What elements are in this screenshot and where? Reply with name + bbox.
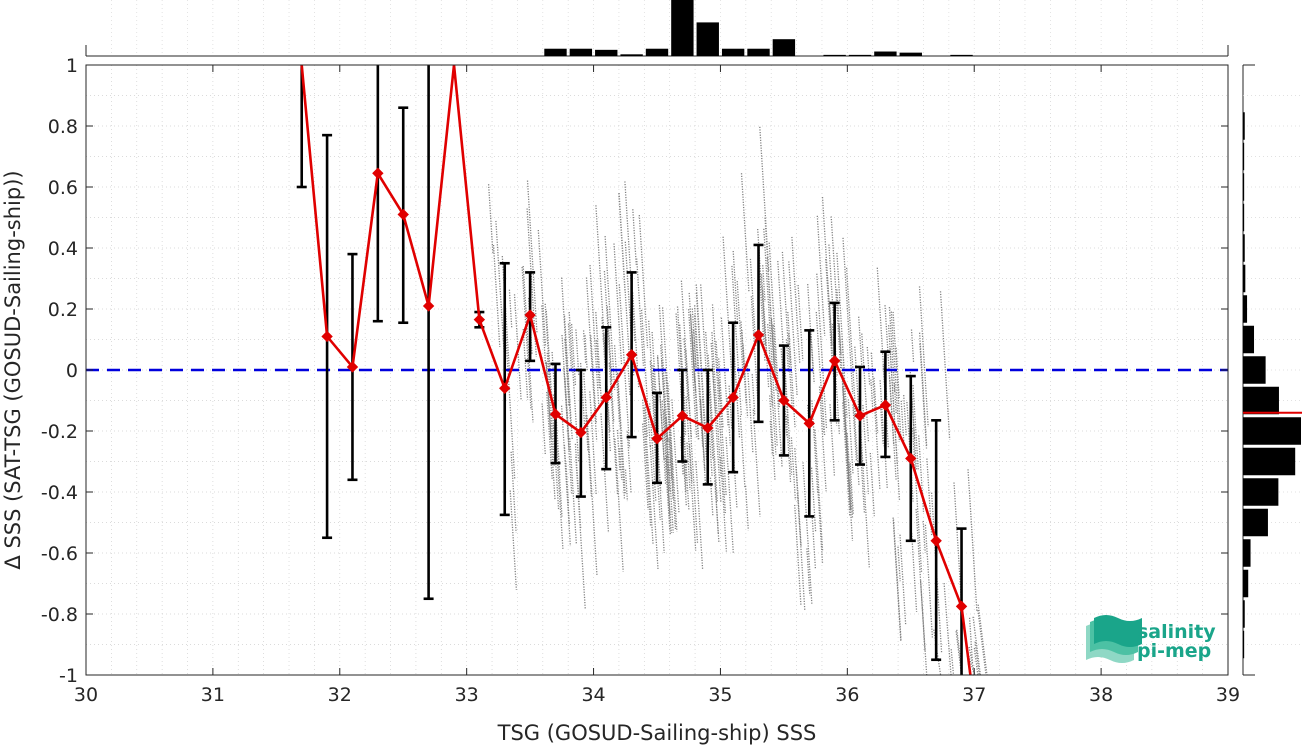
x-tick-label: 35 — [708, 684, 732, 706]
y-tick-label: -0.6 — [41, 543, 78, 565]
mean-marker — [702, 422, 714, 434]
x-tick-label: 36 — [835, 684, 859, 706]
top-histogram — [85, 0, 1229, 57]
mean-marker — [905, 452, 917, 465]
x-tick-label: 31 — [201, 684, 225, 706]
mean-polyline — [300, 64, 972, 676]
mean-marker — [752, 329, 765, 341]
salinity-pimep-logo: salinity pi-mep — [1086, 615, 1216, 663]
mean-marker — [651, 432, 663, 445]
right-hist-bar — [1243, 508, 1268, 537]
logo-line2: pi-mep — [1137, 640, 1211, 662]
mean-marker — [575, 426, 587, 439]
y-tick-label: 0 — [66, 360, 78, 382]
right-hist-bar — [1243, 630, 1245, 659]
top-hist-grid — [111, 0, 1203, 56]
x-tick-label: 34 — [581, 684, 605, 706]
top-hist-bar — [848, 54, 872, 56]
mean-marker — [524, 309, 536, 321]
scatter-streaks — [487, 126, 988, 676]
y-tick-label: -1 — [59, 665, 78, 687]
mean-marker — [955, 600, 968, 613]
right-hist-bar — [1243, 295, 1248, 323]
y-ticks: 1 0.8 0.6 0.4 0.2 0 -0.2 -0.4 -0.6 -0.8 -1 — [41, 55, 1228, 687]
top-hist-bar — [645, 48, 669, 56]
mean-marker — [600, 391, 612, 404]
mean-marker — [854, 410, 866, 422]
x-ticks: 30 31 32 33 34 35 36 37 38 39 — [74, 65, 1240, 706]
y-axis-label: Δ SSS (SAT-TSG (GOSUD-Sailing-ship)) — [1, 170, 25, 569]
x-tick-label: 30 — [74, 684, 98, 706]
right-hist-bar — [1243, 173, 1245, 201]
right-hist-bars — [1243, 112, 1302, 659]
mean-marker — [397, 208, 409, 221]
top-hist-bar — [823, 54, 846, 56]
mean-marker — [930, 535, 942, 547]
x-tick-label: 38 — [1089, 684, 1113, 706]
right-hist-bar — [1243, 112, 1245, 140]
top-hist-bar — [950, 54, 973, 56]
top-hist-bar — [544, 48, 567, 56]
logo-line1: salinity — [1137, 621, 1216, 643]
top-hist-bar — [747, 48, 770, 56]
mean-marker — [727, 391, 739, 404]
right-hist-bar — [1243, 325, 1255, 354]
x-tick-label: 32 — [328, 684, 352, 706]
mean-marker — [778, 394, 790, 407]
logo-waves-icon — [1086, 615, 1142, 663]
x-axis-label: TSG (GOSUD-Sailing-ship) SSS — [497, 721, 817, 745]
right-histogram — [1242, 64, 1302, 676]
top-hist-bar — [620, 54, 643, 56]
top-hist-bar — [569, 48, 593, 56]
right-hist-bar — [1243, 356, 1266, 384]
right-hist-bar — [1243, 417, 1301, 445]
right-hist-bar — [1243, 386, 1279, 415]
mean-marker — [346, 361, 359, 373]
x-tick-label: 33 — [455, 684, 479, 706]
top-hist-bar — [595, 49, 618, 56]
main-plot: 30 31 32 33 34 35 36 37 38 39 1 0.8 0.6 0.4 0.2 0 -0.2 -… — [41, 55, 1240, 706]
scatter-cloud — [487, 126, 988, 676]
y-tick-label: 0.2 — [48, 299, 78, 321]
y-tick-label: -0.2 — [41, 421, 78, 443]
y-tick-label: 0.6 — [48, 177, 78, 199]
top-hist-bars — [544, 0, 973, 56]
x-tick-label: 37 — [962, 684, 986, 706]
top-hist-bar — [696, 22, 719, 56]
y-tick-label: -0.4 — [41, 482, 78, 504]
top-hist-bar — [671, 0, 694, 56]
right-hist-bar — [1243, 447, 1296, 476]
top-hist-bar — [899, 52, 922, 56]
y-tick-label: -0.8 — [41, 604, 78, 626]
mean-marker — [828, 355, 841, 367]
y-tick-label: 1 — [66, 55, 78, 77]
mean-marker — [879, 399, 892, 411]
right-hist-bar — [1243, 600, 1245, 628]
mean-marker — [321, 330, 333, 343]
x-tick-label: 39 — [1216, 684, 1240, 706]
mean-marker — [803, 417, 815, 430]
mean-marker — [422, 300, 435, 312]
right-hist-bar — [1243, 478, 1279, 506]
mean-marker — [372, 167, 384, 179]
y-tick-label: 0.8 — [48, 116, 78, 138]
top-hist-bar — [721, 48, 745, 56]
top-hist-bar — [772, 39, 796, 56]
right-hist-bar — [1243, 234, 1245, 262]
right-hist-bar — [1243, 203, 1245, 232]
top-hist-bar — [874, 51, 897, 56]
mean-marker — [473, 313, 486, 326]
right-hist-bar — [1243, 539, 1251, 567]
mean-line — [300, 64, 972, 676]
right-hist-bar — [1243, 142, 1245, 171]
mean-marker — [625, 349, 638, 361]
mean-marker — [549, 408, 562, 420]
right-hist-bar — [1243, 264, 1246, 293]
mean-marker — [499, 382, 511, 395]
y-tick-label: 0.4 — [48, 238, 78, 260]
right-hist-bar — [1243, 569, 1249, 598]
mean-marker — [676, 410, 689, 422]
